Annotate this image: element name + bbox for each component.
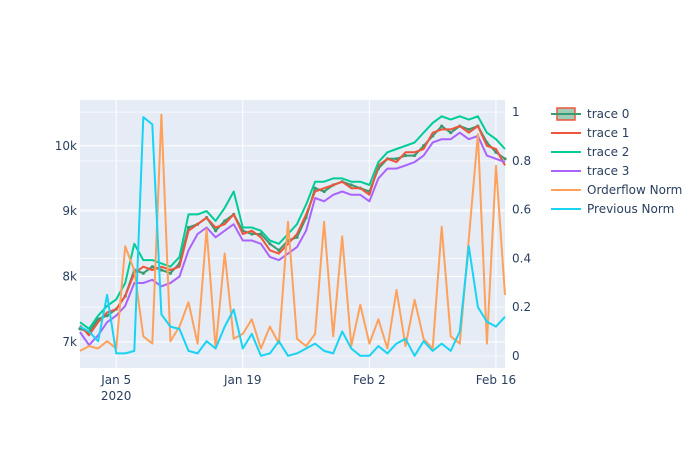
series-line-previous-norm — [79, 116, 506, 357]
candle-point — [295, 235, 299, 239]
candle-point — [168, 271, 173, 275]
candle-point — [214, 229, 218, 233]
y-left-tick-label: 8k — [62, 269, 77, 283]
candle-point — [467, 127, 471, 132]
x-tick-label: Jan 5 — [100, 373, 131, 387]
axis-layer: Jan 5 2020 Jan 19 Feb 2 Feb 16 7k 8k 9k 10k 0 0.2 0… — [55, 105, 531, 403]
y-right-tick-label: 1 — [512, 105, 520, 119]
legend-item-trace-3[interactable]: trace 3 — [551, 164, 629, 178]
legend-label: trace 0 — [587, 107, 629, 121]
candle-point — [322, 189, 326, 194]
y-left-tick-label: 10k — [55, 139, 77, 153]
candle-point — [349, 183, 353, 187]
candle-point — [250, 232, 254, 236]
x-tick-label: Feb 2 — [353, 373, 386, 387]
candle-point — [141, 271, 145, 275]
candle-point — [259, 232, 263, 236]
y-left-tick-label: 9k — [62, 204, 77, 218]
candle-point — [412, 153, 417, 158]
series-line-trace-2 — [79, 115, 506, 330]
legend-item-previous-norm[interactable]: Previous Norm — [551, 202, 674, 216]
y-right-tick-label: 0 — [512, 349, 520, 363]
candle-point — [186, 225, 191, 230]
legend-item-trace-1[interactable]: trace 1 — [551, 126, 629, 140]
candle-point — [223, 219, 227, 223]
series-line-orderflow-norm — [79, 113, 506, 352]
series-line-trace-1 — [79, 125, 506, 337]
candle-point — [313, 186, 317, 190]
y-right-tick-label: 0.8 — [512, 154, 531, 168]
candle-point — [268, 242, 272, 246]
candle-point — [503, 157, 507, 161]
x-tick-sublabel: 2020 — [101, 389, 132, 403]
candle-point — [159, 268, 163, 272]
y-right-tick-label: 0.4 — [512, 251, 531, 265]
x-tick-label: Jan 19 — [223, 373, 262, 387]
candle-point — [277, 248, 281, 252]
y-left-tick-label: 7k — [62, 335, 77, 349]
x-tick-label: Feb 16 — [476, 373, 516, 387]
legend-label: trace 3 — [587, 164, 629, 178]
grid-layer — [80, 100, 505, 368]
legend-label: trace 1 — [587, 126, 629, 140]
legend-item-trace-0[interactable]: trace 0 — [551, 107, 629, 121]
legend-label: Previous Norm — [587, 202, 674, 216]
y-right-tick-label: 0.6 — [512, 203, 531, 217]
candle-point — [403, 153, 408, 158]
candle-point — [105, 314, 109, 318]
candle-point — [394, 157, 399, 161]
legend-item-orderflow-norm[interactable]: Orderflow Norm — [551, 183, 682, 197]
legend-item-trace-2[interactable]: trace 2 — [551, 145, 629, 159]
legend-label: trace 2 — [587, 145, 629, 159]
y-right-tick-label: 0.2 — [512, 300, 531, 314]
candle-point — [440, 124, 444, 128]
legend-layer[interactable]: trace 0 trace 1 trace 2 trace 3 Orderflow No… — [551, 107, 682, 216]
candle-point — [150, 265, 154, 269]
series-line-trace-3 — [79, 131, 506, 347]
legend-label: Orderflow Norm — [587, 183, 682, 197]
candle-point — [449, 131, 453, 135]
series-layer — [78, 113, 507, 357]
